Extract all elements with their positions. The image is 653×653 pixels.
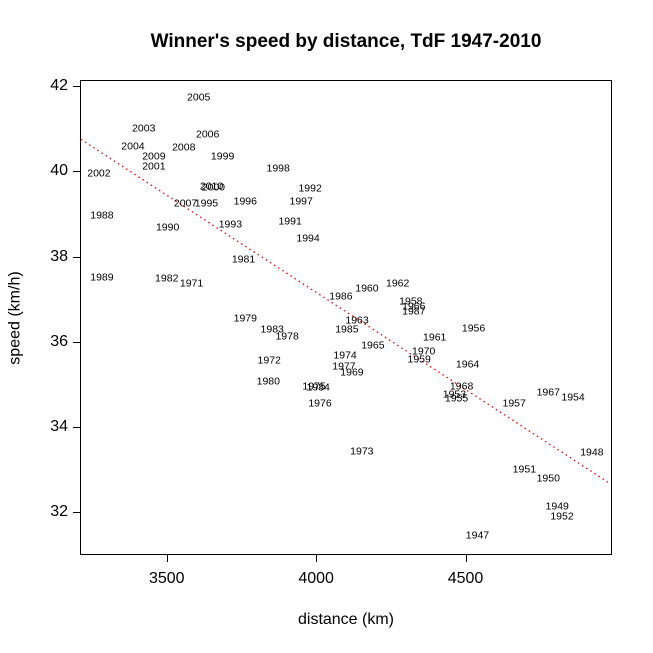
data-point-label: 1956: [461, 322, 486, 335]
data-point-label: 1955: [444, 392, 469, 405]
data-point-label: 1964: [455, 358, 480, 371]
data-point-label: 1963: [345, 314, 369, 327]
data-point-label: 1951: [512, 463, 537, 476]
data-point-label: 1990: [155, 221, 180, 234]
y-axis-tick-label: 32: [50, 503, 68, 521]
y-axis-title: speed (km/h): [6, 271, 24, 365]
data-point-label: 2003: [132, 122, 156, 135]
x-axis-tick: [465, 555, 467, 562]
data-point-label: 1953: [442, 388, 467, 401]
data-point-label: 1985: [335, 323, 359, 336]
data-point-label: 2010: [199, 180, 224, 193]
data-point-label: 1982: [155, 272, 179, 285]
data-point-label: 1977: [332, 360, 356, 373]
y-axis-tick-label: 38: [50, 247, 68, 265]
y-axis-tick-label: 36: [50, 332, 68, 350]
data-point-label: 1967: [536, 386, 560, 399]
y-axis-tick-label: 34: [50, 418, 68, 435]
data-point-label: 1998: [266, 162, 290, 175]
y-axis-tick-label: 40: [50, 162, 68, 180]
data-point-label: 2006: [195, 128, 220, 141]
data-point-label: 1987: [402, 305, 426, 318]
data-point-label: 1984: [306, 381, 330, 394]
y-axis-tick-label: 42: [50, 77, 68, 95]
data-point-label: 2008: [172, 141, 196, 154]
data-point-label: 2001: [142, 160, 166, 173]
data-point-label: 1986: [329, 290, 353, 303]
data-point-label: 1978: [275, 330, 299, 343]
data-point-label: 1970: [411, 345, 436, 358]
data-point-label: 1947: [465, 529, 490, 542]
plot-inner: 1947 1948 1949 1950 1951 1952 1953 1954 1955 1956…: [80, 81, 612, 554]
data-point-label: 2000: [201, 181, 226, 194]
data-point-label: 1997: [289, 195, 313, 208]
data-point-label: 2005: [187, 91, 211, 104]
y-axis-tick: [73, 171, 80, 173]
chart-title: Winner's speed by distance, TdF 1947-201…: [150, 31, 542, 52]
x-axis-tick: [166, 555, 168, 562]
data-point-label: 1965: [361, 339, 385, 352]
data-point-label: 1972: [257, 354, 281, 367]
data-point-label: 1988: [90, 209, 114, 222]
data-point-label: 1991: [278, 215, 302, 228]
y-axis-tick: [73, 256, 80, 258]
data-point-label: 2007: [173, 197, 198, 210]
data-point-label: 1975: [302, 380, 326, 393]
data-point-label: 1957: [502, 397, 526, 410]
data-point-label: 1983: [260, 323, 284, 336]
data-point-label: 2004: [121, 140, 145, 153]
data-point-label: 1980: [256, 375, 280, 388]
x-axis-tick: [316, 555, 318, 562]
data-point-label: 2009: [142, 150, 166, 163]
data-point-label: 1954: [561, 391, 585, 404]
y-axis-tick: [73, 86, 80, 88]
data-point-label: 1952: [550, 510, 574, 523]
data-point-label: 1962: [385, 277, 410, 290]
data-point-label: 1961: [423, 331, 447, 344]
data-point-label: 1966: [402, 300, 426, 313]
plot-area: 1947 1948 1949 1950 1951 1952 1953 1954 1955 1956…: [80, 80, 612, 555]
data-point-label: 1996: [233, 195, 257, 208]
x-axis-title: distance (km): [297, 611, 395, 628]
data-point-label: 1989: [90, 271, 114, 284]
data-point-label: 2002: [87, 167, 111, 180]
y-axis-tick: [73, 341, 80, 343]
x-axis-tick-label: 4500: [447, 570, 484, 587]
y-axis-tick: [73, 512, 80, 514]
data-point-label: 1968: [449, 380, 474, 393]
x-axis-tick-label: 3500: [148, 570, 185, 587]
data-point-label: 1981: [231, 253, 256, 266]
data-point-label: 1979: [233, 312, 257, 325]
data-point-label: 1969: [340, 366, 364, 379]
x-axis-tick-label: 4000: [298, 570, 334, 587]
y-axis-tick: [73, 427, 80, 428]
data-point-label: 1971: [179, 277, 204, 290]
data-point-label: 1993: [218, 218, 243, 231]
data-point-label: 1995: [194, 197, 219, 210]
data-point-label: 1973: [350, 445, 374, 458]
data-point-label: 1999: [210, 150, 235, 163]
data-point-label: 1949: [545, 500, 569, 513]
data-point-label: 1959: [407, 353, 431, 366]
data-point-label: 1950: [536, 472, 560, 485]
data-point-label: 1974: [333, 349, 357, 362]
data-point-label: 1994: [296, 232, 320, 245]
data-point-label: 1958: [399, 295, 423, 308]
data-point-label: 1960: [355, 282, 379, 295]
data-point-label: 1976: [308, 397, 332, 410]
data-point-label: 1948: [580, 446, 604, 459]
data-point-label: 1992: [298, 182, 322, 195]
